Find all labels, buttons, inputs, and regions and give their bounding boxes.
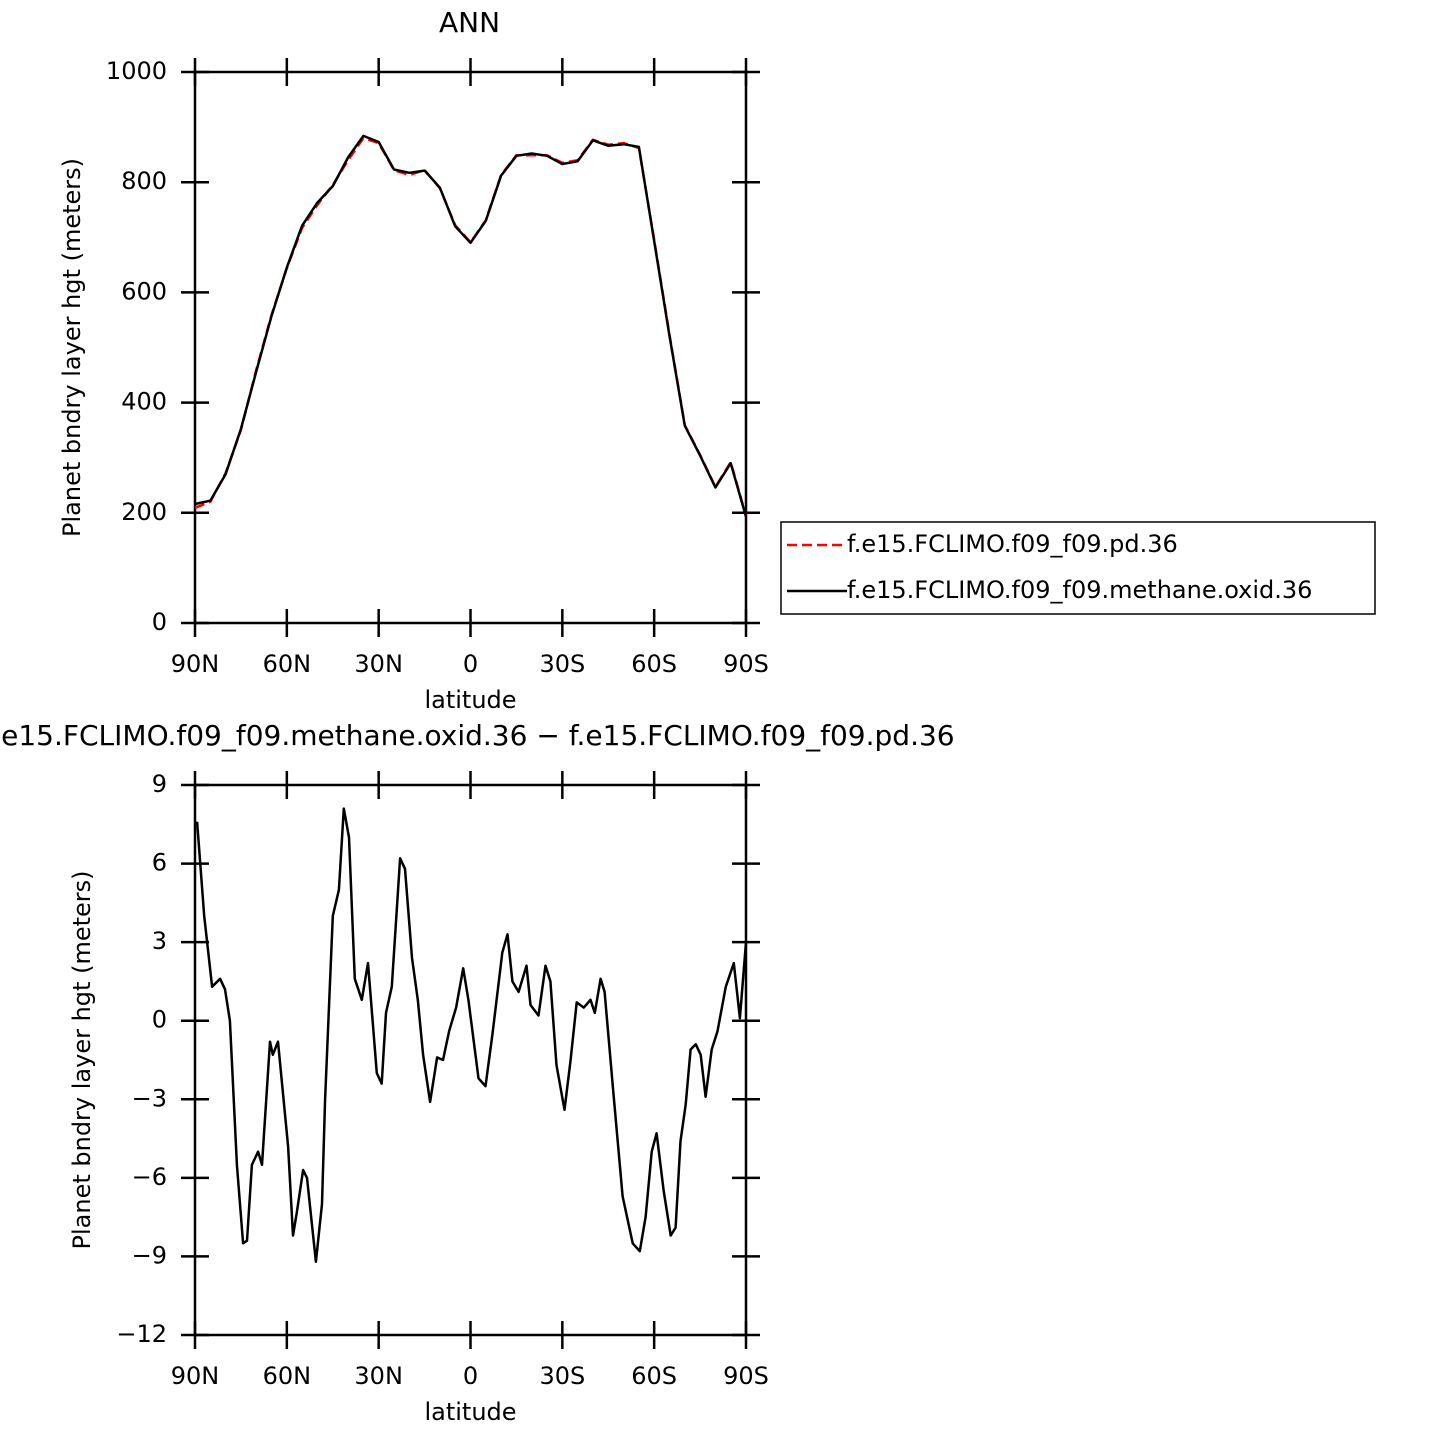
y-tick-label: 9 [152, 770, 167, 798]
x-tick-label: 60N [263, 650, 312, 678]
y-tick-label: −9 [132, 1241, 167, 1269]
x-tick-label: 0 [463, 650, 478, 678]
y-tick-label: 3 [152, 927, 167, 955]
y-tick-label: 600 [121, 277, 167, 305]
legend-label: f.e15.FCLIMO.f09_f09.pd.36 [847, 530, 1178, 558]
x-tick-label: 30N [354, 650, 403, 678]
x-tick-label: 0 [463, 1362, 478, 1390]
x-tick-label: 60S [631, 650, 677, 678]
y-tick-label: 0 [152, 608, 167, 636]
x-tick-label: 90N [171, 650, 220, 678]
plot-frame [193, 70, 748, 625]
x-tick-label: 60S [631, 1362, 677, 1390]
legend-box [780, 521, 1376, 615]
plot-frame [193, 783, 748, 1337]
x-tick-label: 90N [171, 1362, 220, 1390]
y-axis-label: Planet bndry layer hgt (meters) [58, 158, 86, 537]
x-tick-label: 30S [539, 1362, 585, 1390]
y-tick-label: −6 [132, 1163, 167, 1191]
y-tick-label: 400 [121, 388, 167, 416]
y-tick-label: 6 [152, 849, 167, 877]
chart-title: ANN [439, 6, 500, 39]
y-tick-label: −3 [132, 1084, 167, 1112]
x-tick-label: 90S [723, 1362, 769, 1390]
y-tick-label: −12 [116, 1320, 167, 1348]
x-axis-label: latitude [424, 1398, 516, 1426]
data-line [194, 134, 748, 518]
legend-label: f.e15.FCLIMO.f09_f09.methane.oxid.36 [847, 576, 1312, 604]
data-line [194, 136, 748, 517]
x-tick-label: 30S [539, 650, 585, 678]
data-line [195, 807, 748, 1263]
x-axis-label: latitude [424, 686, 516, 714]
x-tick-label: 30N [354, 1362, 403, 1390]
y-tick-label: 0 [152, 1006, 167, 1034]
y-axis-label: Planet bndry layer hgt (meters) [68, 871, 96, 1250]
y-tick-label: 200 [121, 498, 167, 526]
y-tick-label: 1000 [106, 57, 167, 85]
y-tick-label: 800 [121, 167, 167, 195]
x-tick-label: 60N [263, 1362, 312, 1390]
chart-title: f.e15.FCLIMO.f09_f09.methane.oxid.36 − f… [0, 719, 955, 752]
x-tick-label: 90S [723, 650, 769, 678]
